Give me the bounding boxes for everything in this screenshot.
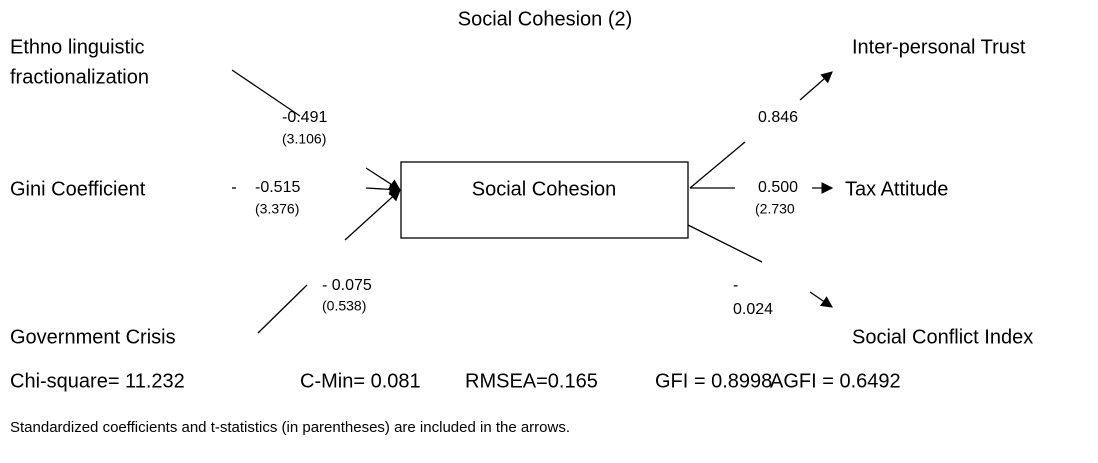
statistic: C-Min= 0.081: [300, 370, 421, 392]
title: Social Cohesion (2): [458, 8, 633, 30]
input-label: Ethno linguistic: [10, 36, 145, 58]
statistic: Chi-square= 11.232: [10, 370, 185, 392]
arrow: [344, 189, 401, 241]
t-stat: (0.538): [322, 298, 366, 314]
path-line: [689, 141, 746, 189]
t-stat: (3.106): [282, 131, 326, 147]
arrow: [809, 291, 833, 308]
coefficient: 0.846: [758, 109, 798, 126]
arrow: [365, 183, 402, 196]
input-label: fractionalization: [10, 66, 149, 88]
note: Standardized coefficients and t-statisti…: [10, 419, 570, 436]
path-line: [687, 224, 763, 263]
output-label: Inter-personal Trust: [852, 36, 1026, 58]
coefficient: 0.024: [733, 301, 773, 318]
coefficient: -0.491: [282, 109, 327, 126]
input-label: Gini Coefficient: [10, 178, 146, 200]
coefficient: 0.500: [758, 179, 798, 196]
coefficient: -: [733, 277, 738, 294]
statistic: GFI = 0.8998: [655, 370, 772, 392]
t-stat: (2.730: [755, 201, 795, 217]
path-line: [231, 69, 301, 117]
output-label: Social Conflict Index: [852, 326, 1033, 348]
path-line: [257, 284, 308, 334]
arrow: [799, 71, 833, 101]
arrow: [365, 167, 401, 191]
coefficient: - 0.075: [322, 277, 372, 294]
input-label: Government Crisis: [10, 326, 176, 348]
center-label: Social Cohesion: [472, 178, 617, 200]
statistic: RMSEA=0.165: [465, 370, 598, 392]
t-stat: (3.376): [255, 201, 299, 217]
statistic: AGFI = 0.6492: [770, 370, 901, 392]
center-box: [400, 161, 689, 239]
coefficient: -0.515: [255, 179, 300, 196]
output-label: Tax Attitude: [845, 178, 948, 200]
